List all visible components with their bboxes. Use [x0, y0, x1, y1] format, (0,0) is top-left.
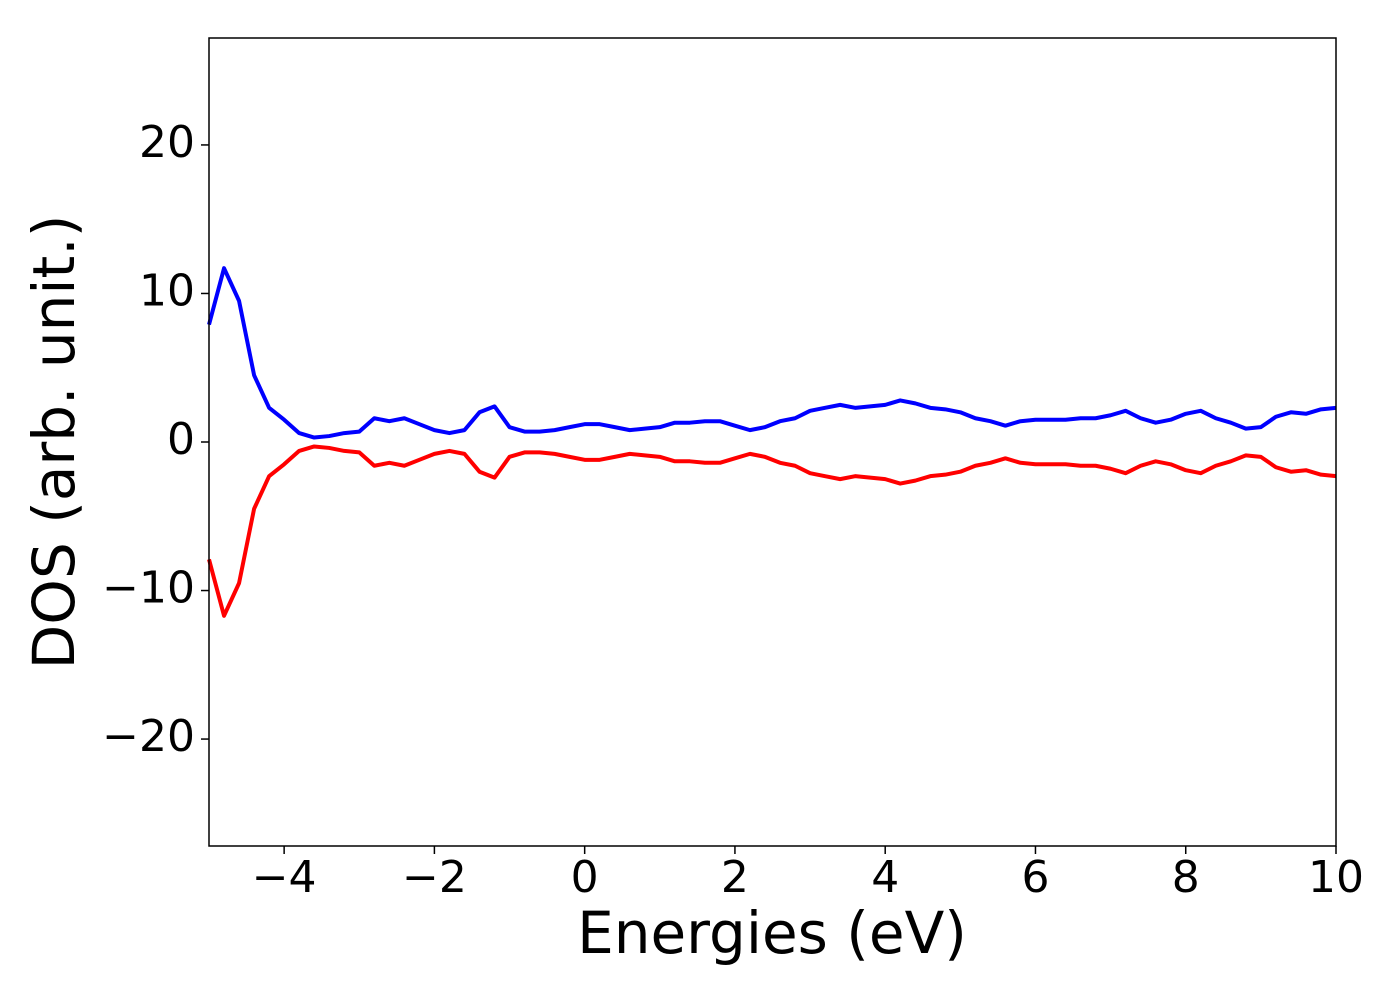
x-tick-label: −2 [402, 852, 467, 903]
line [207, 444, 1337, 618]
x-tick-label: 10 [1308, 852, 1364, 903]
x-tick-label: 4 [871, 852, 899, 903]
y-axis-label: DOS (arb. unit.) [20, 215, 88, 670]
x-tick-label: 6 [1021, 852, 1049, 903]
plot-frame [208, 37, 1337, 847]
x-tick-label: 8 [1172, 852, 1200, 903]
x-tick-label: 0 [571, 852, 599, 903]
y-tick-label: 20 [139, 117, 195, 168]
x-axis-label: Energies (eV) [577, 899, 967, 967]
y-tick-label: −10 [102, 563, 195, 614]
x-tick-label: 2 [721, 852, 749, 903]
x-tick-label: −4 [252, 852, 317, 903]
y-tick-label: 10 [139, 265, 195, 316]
y-tick-label: −20 [102, 711, 195, 762]
y-tick-label: 0 [167, 414, 195, 465]
line [207, 266, 1337, 440]
